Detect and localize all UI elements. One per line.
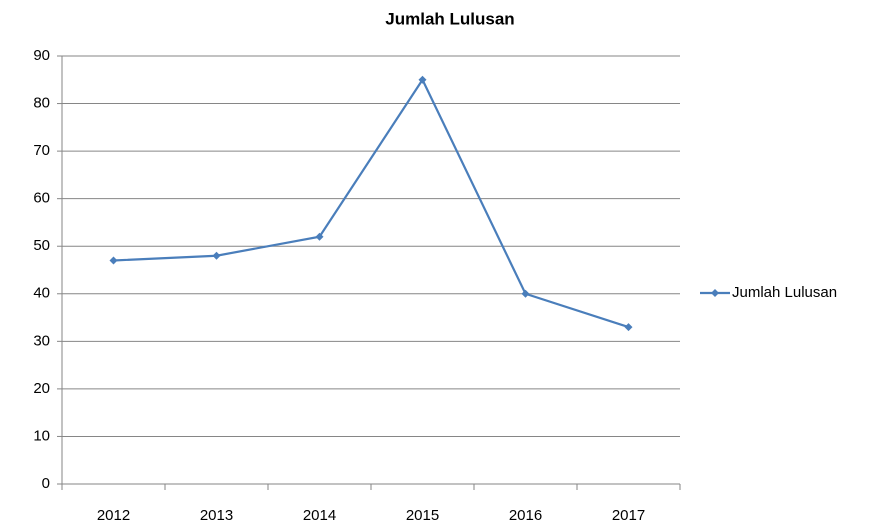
x-tick-label: 2016 (509, 507, 542, 524)
y-tick-label: 30 (33, 332, 50, 349)
chart-title: Jumlah Lulusan (385, 9, 514, 28)
point (521, 289, 530, 298)
point (109, 256, 118, 265)
series-line (113, 77, 629, 329)
y-tick-label: 10 (33, 427, 50, 444)
point (418, 75, 427, 84)
y-tick-label: 50 (33, 237, 50, 254)
y-tick-label: 60 (33, 190, 50, 207)
x-tick-label: 2014 (303, 507, 336, 524)
y-tick-label: 70 (33, 142, 50, 159)
legend-label: Jumlah Lulusan (732, 284, 837, 301)
y-tick-label: 90 (33, 47, 50, 64)
x-tick-label: 2017 (612, 507, 645, 524)
x-tick-label: 2015 (406, 507, 439, 524)
x-tick-label: 2013 (200, 507, 233, 524)
point (315, 232, 324, 241)
y-tick-label: 80 (33, 95, 50, 112)
y-tick-label: 20 (33, 380, 50, 397)
legend-marker (711, 289, 719, 297)
y-tick-label: 40 (33, 285, 50, 302)
y-tick-label: 0 (42, 475, 50, 492)
point (212, 251, 221, 260)
x-tick-label: 2012 (97, 507, 130, 524)
point (624, 323, 633, 332)
